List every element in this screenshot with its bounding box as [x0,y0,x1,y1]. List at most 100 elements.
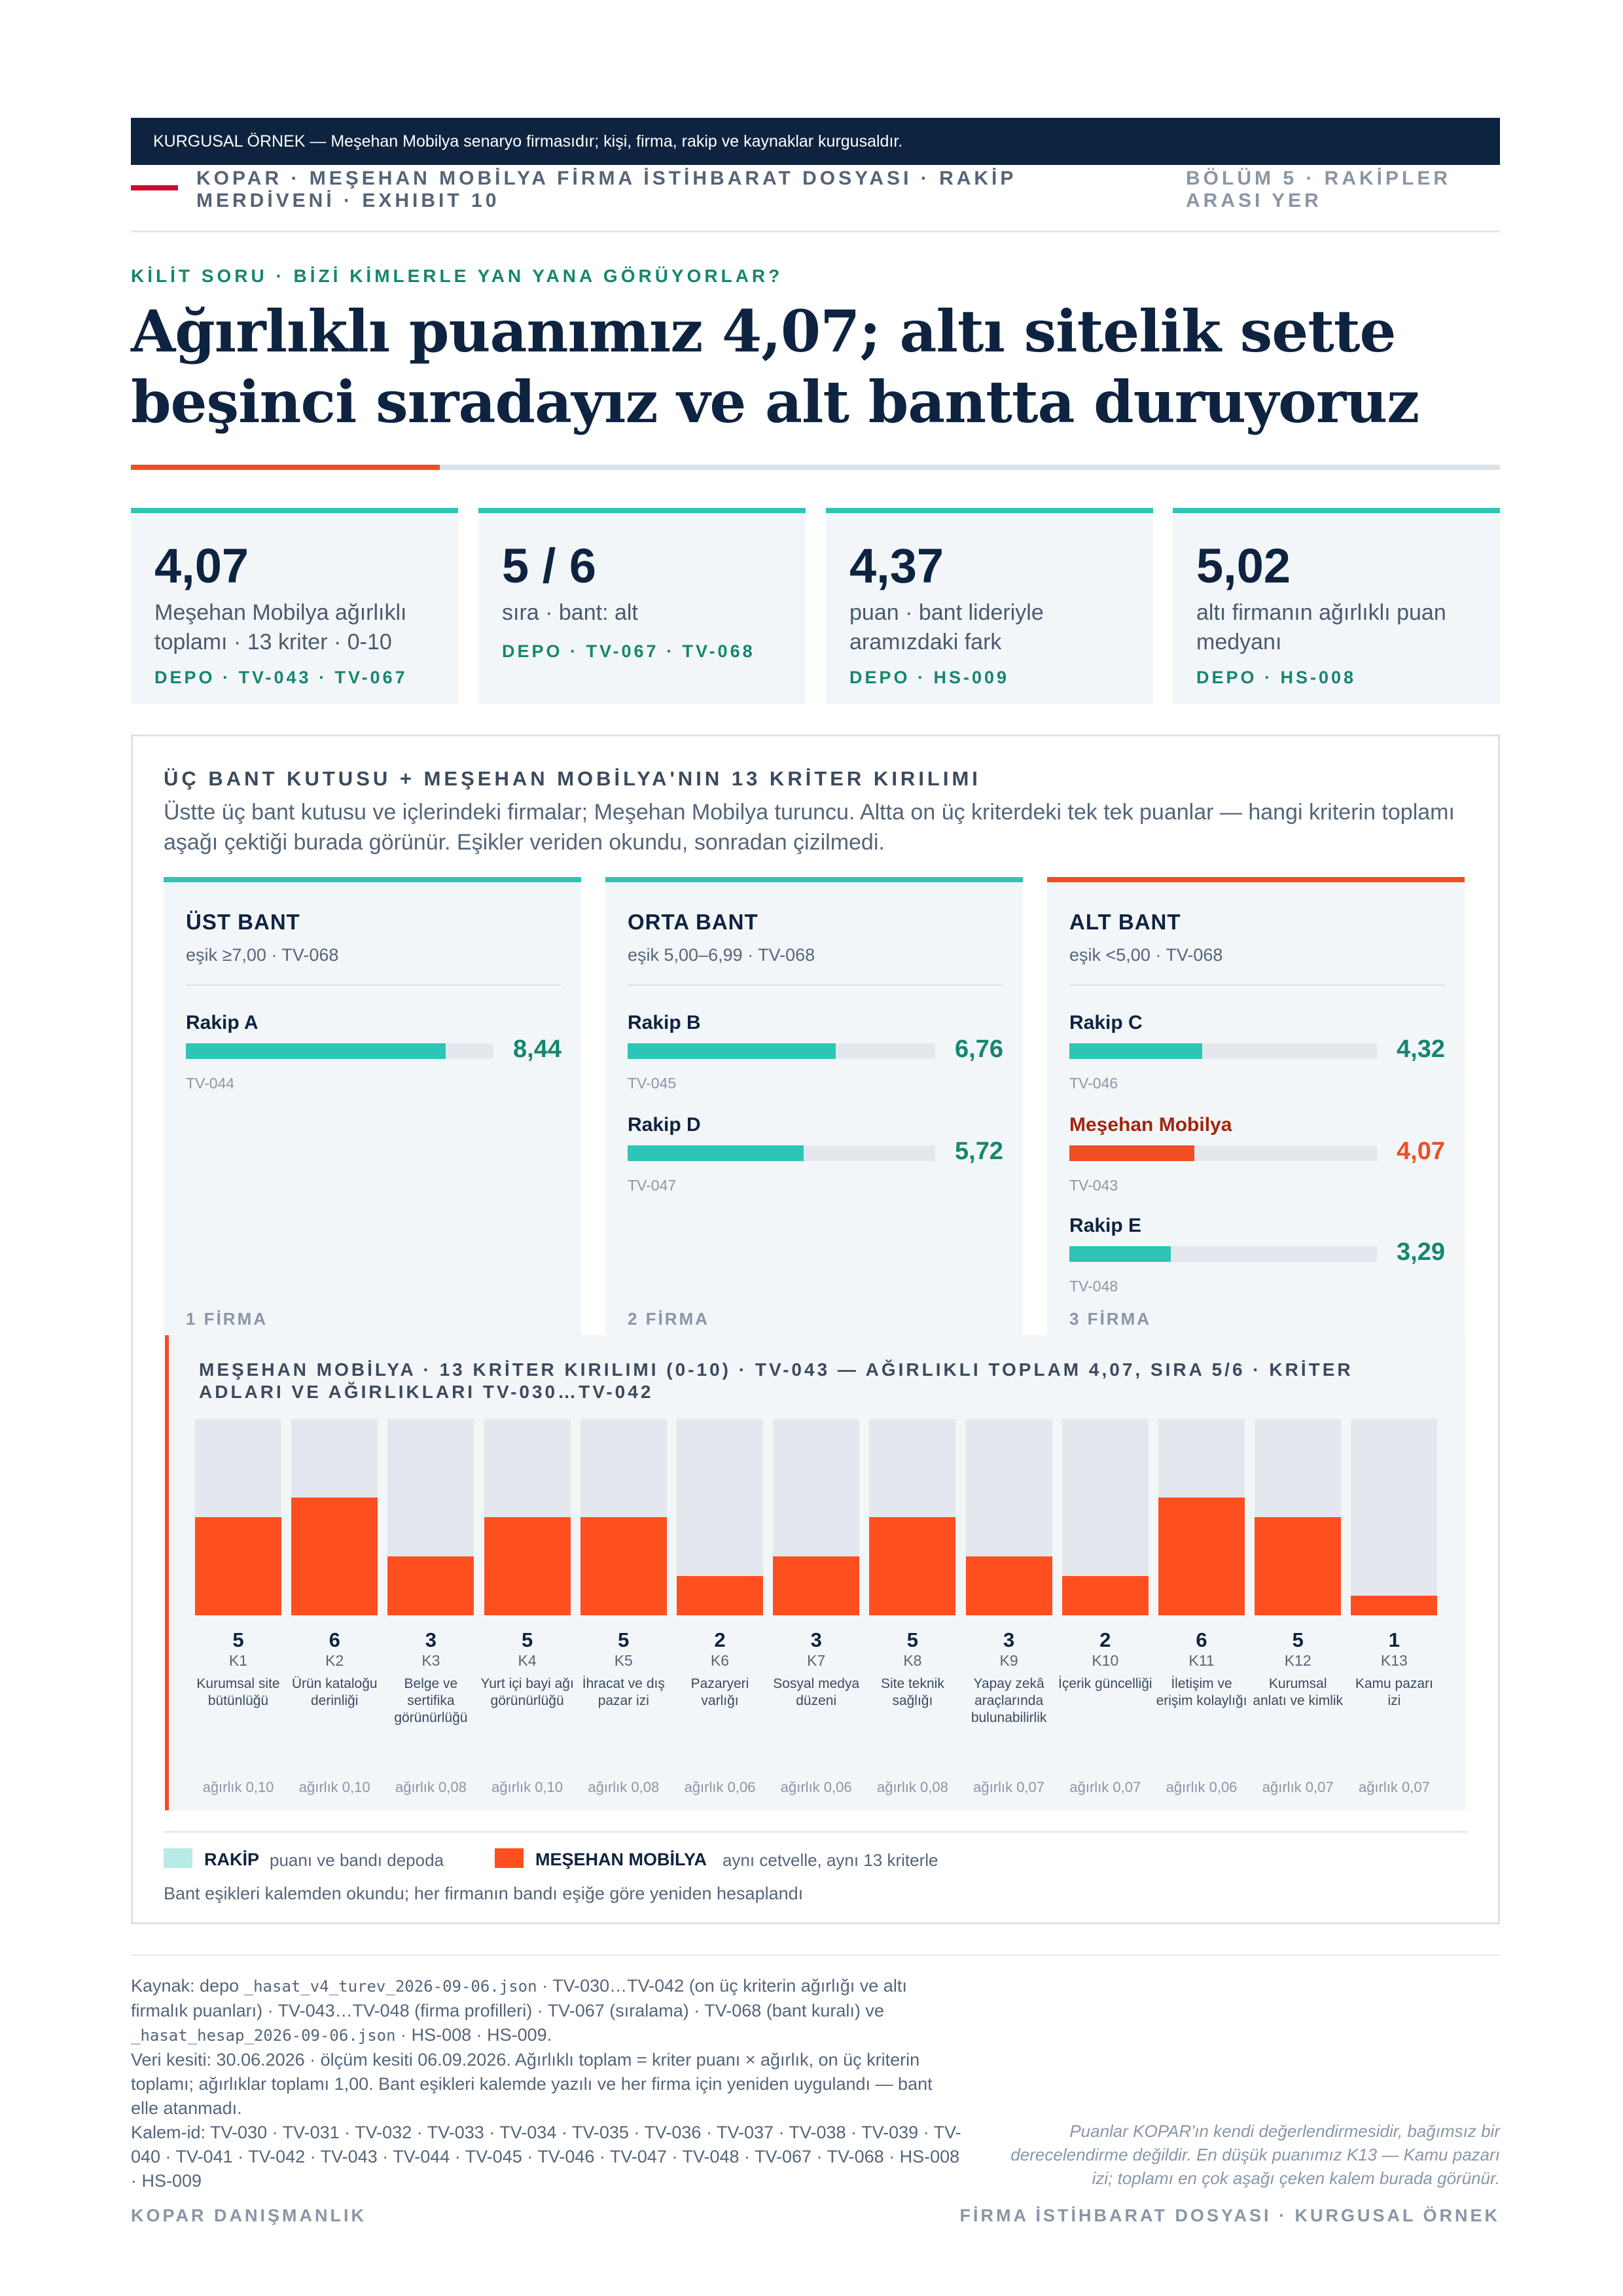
criterion-weight: ağırlık 0,06 [1166,1779,1238,1795]
stat-label: puan · bant lideriyle aramızdaki fark [849,600,1044,655]
criterion-score: 5 [906,1628,919,1651]
legend-swatch-rival [164,1848,192,1868]
stat-label: Meşehan Mobilya ağırlıklı toplamı · 13 k… [154,600,407,655]
criterion-score: 6 [1196,1628,1207,1651]
firm-score: 6,76 [955,1035,1003,1063]
disclaimer: Puanlar KOPAR'ın kendi değerlendirmesidi… [1010,2121,1500,2188]
stat-card-rank: 5 / 6 sıra · bant: alt DEPO · TV-067 · T… [478,508,806,704]
source-notes: Kaynak: depo _hasat_v4_turev_2026-09-06.… [131,1974,962,2193]
firm-score: 4,32 [1397,1035,1445,1063]
score-track [1069,1043,1377,1059]
criterion-column-k11: 6 K11 İletişim ve erişim kolaylığı ağırlık … [1156,1419,1247,1812]
firm-id: TV-044 [186,1075,235,1092]
stat-value: 5 / 6 [502,539,596,593]
score-track [628,1145,935,1161]
firm-name: Rakip A [186,1012,259,1033]
firm-score: 4,07 [1397,1138,1445,1165]
band-threshold: eşik <5,00 · TV-068 [1069,945,1223,965]
stat-source: DEPO · TV-067 · TV-068 [502,641,755,661]
criterion-id: K12 [1284,1652,1311,1669]
band-firm-count: 3 FİRMA [1069,1309,1151,1329]
criterion-weight: ağırlık 0,07 [1262,1779,1334,1795]
legend-swatch-self [495,1848,524,1868]
data-cutoff-note: Veri kesiti: 30.06.2026 · ölçüm kesiti 0… [131,2050,933,2118]
criterion-column-k10: 2 K10 İçerik güncelliği ağırlık 0,07 [1058,1419,1152,1812]
stat-value: 5,02 [1196,539,1291,593]
criterion-name: Site teknik sağlığı [880,1676,944,1708]
source-file: _hasat_v4_turev_2026-09-06.json [243,1977,537,1996]
firm-name: Meşehan Mobilya [1069,1114,1232,1136]
criterion-name: Belge ve sertifika görünürlüğü [394,1676,468,1725]
criterion-score: 3 [425,1628,437,1651]
criterion-weight: ağırlık 0,10 [298,1779,370,1795]
criterion-bar [291,1498,378,1615]
criterion-name: İhracat ve dış pazar izi [582,1676,665,1708]
criterion-weight: ağırlık 0,06 [780,1779,852,1795]
criterion-column-k6: 2 K6 Pazaryeri varlığı ağırlık 0,06 [677,1419,763,1812]
criterion-column-k9: 3 K9 Yapay zekâ araçlarında bulunabilirlik… [965,1419,1052,1812]
header-divider [131,230,1500,232]
title-rule [131,465,1500,470]
legend-key-self: MEŞEHAN MOBİLYA [535,1850,707,1869]
criterion-bar [195,1517,281,1615]
criterion-column-k12: 5 K12 Kurumsal anlatı ve kimlik ağırlık 0,0… [1253,1419,1343,1812]
stat-value: 4,07 [154,539,249,593]
criterion-name: Yapay zekâ araçlarında bulunabilirlik [971,1676,1047,1725]
score-bar [628,1043,836,1059]
criterion-id: K3 [421,1652,440,1669]
firm-id: TV-045 [628,1075,677,1092]
firm-id: TV-048 [1069,1278,1118,1295]
criterion-bar [1255,1517,1342,1615]
band-name: ALT BANT [1069,910,1181,934]
criterion-score: 2 [714,1628,726,1651]
stat-card-gap-to-leader: 4,37 puan · bant lideriyle aramızdaki fa… [826,508,1153,704]
band-firm-count: 1 FİRMA [186,1309,268,1329]
criterion-bar [580,1517,667,1615]
stat-source: DEPO · TV-043 · TV-067 [154,668,408,687]
firm-id: TV-047 [628,1177,677,1194]
footer-brand: KOPAR DANIŞMANLIK [131,2206,366,2225]
criterion-bar [773,1556,860,1615]
footer-divider [131,1954,1500,1956]
criterion-id: K4 [518,1652,537,1669]
firm-score: 3,29 [1397,1238,1445,1266]
criterion-score: 3 [810,1628,822,1651]
criterion-score: 6 [329,1628,340,1651]
stat-value: 4,37 [849,539,944,593]
legend-divider [164,1831,1467,1833]
firm-name: Rakip E [1069,1215,1142,1236]
firm-row: Rakip A 8,44 TV-044 [186,1012,562,1092]
stat-card-weighted-score: 4,07 Meşehan Mobilya ağırlıklı toplamı ·… [131,508,458,704]
panel-title: ÜÇ BANT KUTUSU + MEŞEHAN MOBİLYA'NIN 13 … [164,767,981,790]
criterion-column-k8: 5 K8 Site teknik sağlığı ağırlık 0,08 [869,1419,956,1812]
band-box-lower: ALT BANT eşik <5,00 · TV-068 Rakip C 4,3… [1047,877,1465,1335]
criterion-track [1351,1419,1438,1615]
criterion-score: 2 [1099,1628,1111,1651]
criterion-weight: ağırlık 0,08 [876,1779,948,1795]
legend-note: Bant eşikleri kalemden okundu; her firma… [164,1884,804,1903]
criterion-name: Kurumsal anlatı ve kimlik [1253,1676,1344,1708]
criterion-weight: ağırlık 0,10 [202,1779,274,1795]
band-firm-count: 2 FİRMA [628,1309,709,1329]
score-track [186,1043,493,1059]
firm-row: Rakip C 4,32 TV-046 [1069,1012,1445,1092]
stat-card-median: 5,02 altı firmanın ağırlıklı puan medyan… [1173,508,1500,704]
firm-name: Rakip C [1069,1012,1143,1033]
band-divider [1069,984,1445,986]
criterion-weight: ağırlık 0,08 [588,1779,660,1795]
page-title: Ağırlıklı puanımız 4,07; altı sitelik se… [131,297,1419,436]
stat-source: DEPO · HS-009 [849,668,1010,687]
criterion-column-k7: 3 K7 Sosyal medya düzeni ağırlık 0,06 [773,1419,860,1812]
criterion-name: Pazaryeri varlığı [690,1676,749,1708]
firm-id: TV-043 [1069,1177,1118,1194]
criterion-bar [965,1556,1052,1615]
criterion-name: Kamu pazarı izi [1355,1676,1433,1708]
criterion-name: Kurumsal site bütünlüğü [196,1676,280,1708]
criterion-bar [484,1517,571,1615]
band-threshold: eşik ≥7,00 · TV-068 [186,945,339,965]
criterion-bar [677,1576,763,1615]
score-bar [186,1043,446,1059]
criterion-id: K1 [228,1652,248,1669]
criterion-weight: ağırlık 0,07 [1358,1779,1430,1795]
criterion-id: K2 [325,1652,344,1669]
